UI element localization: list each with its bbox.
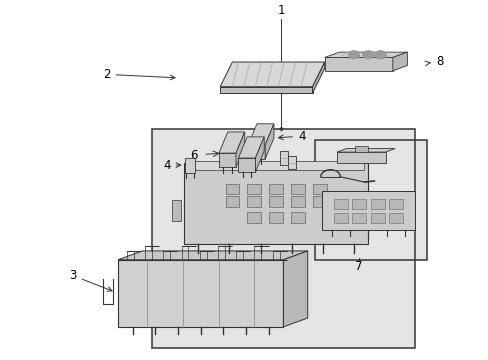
Polygon shape <box>236 132 244 167</box>
Bar <box>184 158 195 172</box>
Bar <box>171 200 181 221</box>
Bar <box>352 213 366 223</box>
Bar <box>388 199 402 209</box>
Bar <box>290 212 304 223</box>
Bar <box>225 184 239 194</box>
Bar <box>336 152 385 163</box>
Text: 5: 5 <box>295 164 317 177</box>
Polygon shape <box>324 52 407 58</box>
Bar <box>333 213 347 223</box>
Bar <box>247 212 261 223</box>
Bar <box>188 161 363 170</box>
Bar <box>118 260 283 327</box>
Text: 6: 6 <box>189 149 197 162</box>
Bar <box>312 196 326 207</box>
Polygon shape <box>264 124 273 159</box>
Bar <box>314 140 426 260</box>
Bar <box>375 200 385 221</box>
Circle shape <box>347 50 359 59</box>
Polygon shape <box>336 149 394 152</box>
Polygon shape <box>312 62 324 93</box>
Bar <box>183 163 368 244</box>
Polygon shape <box>220 87 312 93</box>
Text: 3: 3 <box>69 269 112 291</box>
Bar <box>370 213 384 223</box>
Polygon shape <box>255 137 264 172</box>
Polygon shape <box>238 137 264 158</box>
Bar <box>280 151 287 165</box>
Text: 2: 2 <box>103 68 175 81</box>
Text: 1: 1 <box>277 4 284 17</box>
Bar <box>290 184 304 194</box>
Bar <box>152 129 414 348</box>
Bar <box>314 140 426 260</box>
Polygon shape <box>392 52 407 71</box>
Bar <box>333 199 347 209</box>
Text: 4: 4 <box>163 159 181 172</box>
Polygon shape <box>118 251 307 260</box>
Polygon shape <box>219 153 236 167</box>
Polygon shape <box>238 158 255 172</box>
Polygon shape <box>247 145 264 159</box>
Text: 8: 8 <box>424 55 443 68</box>
Bar <box>355 146 367 152</box>
Bar <box>370 199 384 209</box>
Polygon shape <box>219 132 244 153</box>
Bar <box>312 184 326 194</box>
Bar <box>247 184 261 194</box>
Polygon shape <box>283 251 307 327</box>
Bar <box>152 129 414 348</box>
Bar <box>225 196 239 207</box>
Text: 7: 7 <box>354 260 362 274</box>
Text: 4: 4 <box>278 130 305 143</box>
Bar <box>269 184 283 194</box>
Bar <box>287 156 295 169</box>
Bar <box>269 212 283 223</box>
Circle shape <box>374 50 386 59</box>
Circle shape <box>362 50 373 59</box>
Polygon shape <box>220 62 324 87</box>
Bar <box>247 196 261 207</box>
Bar <box>352 199 366 209</box>
Bar <box>388 213 402 223</box>
Bar <box>290 196 304 207</box>
Polygon shape <box>247 124 273 145</box>
Bar <box>269 196 283 207</box>
Bar <box>324 58 392 71</box>
Bar <box>322 191 414 230</box>
